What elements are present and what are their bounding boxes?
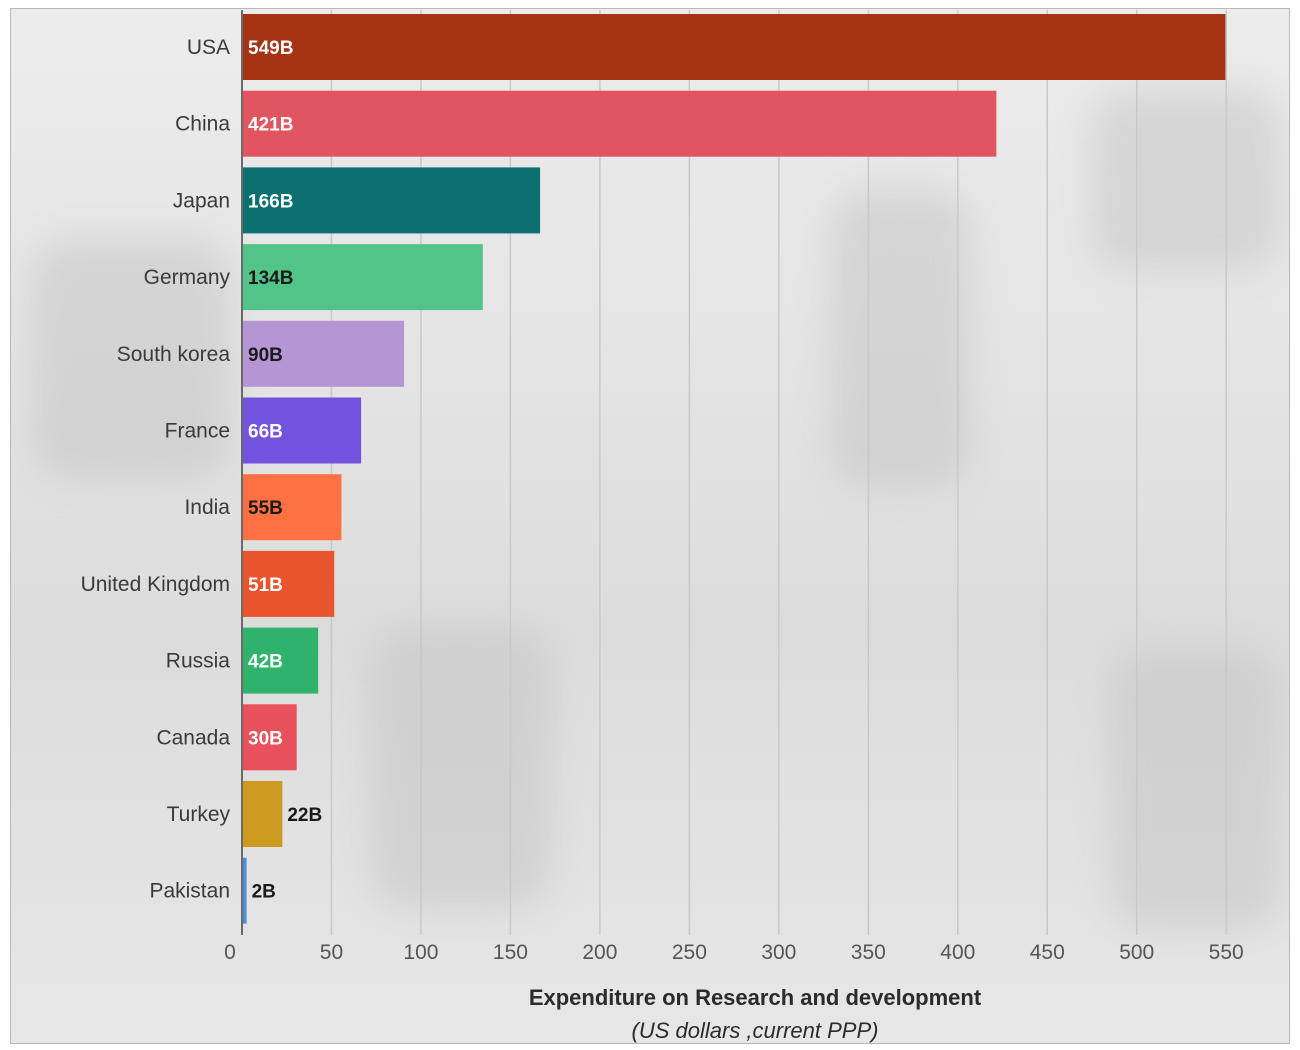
bar bbox=[243, 397, 362, 464]
category-label: Russia bbox=[166, 650, 231, 673]
category-label: France bbox=[165, 420, 230, 443]
x-tick-label: 100 bbox=[403, 941, 438, 964]
value-label: 421B bbox=[248, 115, 293, 136]
value-label: 51B bbox=[248, 575, 283, 596]
x-tick-label: 200 bbox=[582, 941, 617, 964]
value-label: 30B bbox=[248, 728, 283, 749]
bar bbox=[243, 550, 335, 617]
background-blob bbox=[31, 239, 231, 479]
x-tick-label: 300 bbox=[761, 941, 796, 964]
value-label: 2B bbox=[252, 882, 276, 903]
chart-frame bbox=[10, 8, 1290, 1044]
x-tick-label: 450 bbox=[1030, 941, 1065, 964]
x-tick-label: 250 bbox=[672, 941, 707, 964]
bars bbox=[243, 14, 1226, 924]
x-axis-label: Expenditure on Research and development bbox=[529, 985, 982, 1010]
x-tick-label: 550 bbox=[1209, 941, 1244, 964]
x-tick-labels: 0 50 100 150 200 250 300 350 400 450 500 550 bbox=[224, 941, 1244, 964]
x-tick-label: 350 bbox=[851, 941, 886, 964]
category-label: China bbox=[175, 113, 230, 136]
value-label: 549B bbox=[248, 38, 293, 59]
x-tick-label: 500 bbox=[1119, 941, 1154, 964]
value-labels: 549B 421B 166B 134B 90B 66B 55B 51B 42B 30B 22B 2B bbox=[248, 38, 322, 903]
value-label: 90B bbox=[248, 345, 283, 366]
category-label: Pakistan bbox=[149, 880, 230, 903]
bar bbox=[243, 14, 1226, 80]
value-label: 134B bbox=[248, 268, 293, 289]
x-tick-label: 0 bbox=[224, 941, 236, 964]
category-label: USA bbox=[187, 36, 230, 59]
category-label: India bbox=[184, 496, 230, 519]
value-label: 55B bbox=[248, 498, 283, 519]
bar bbox=[243, 704, 297, 771]
category-label: Japan bbox=[173, 189, 230, 212]
value-label: 166B bbox=[248, 191, 293, 212]
bar bbox=[243, 167, 541, 234]
category-label: Germany bbox=[144, 266, 231, 289]
gridlines bbox=[330, 10, 1227, 935]
value-label: 22B bbox=[287, 805, 322, 826]
category-label: South korea bbox=[117, 343, 231, 366]
category-label: United Kingdom bbox=[81, 573, 230, 596]
bar bbox=[243, 244, 483, 311]
category-labels: USA China Japan Germany South korea France Ind… bbox=[81, 36, 231, 903]
bar bbox=[243, 320, 405, 387]
value-label: 42B bbox=[248, 652, 283, 673]
background-blob bbox=[371, 629, 551, 909]
background-blob bbox=[831, 189, 971, 489]
bar bbox=[243, 857, 247, 924]
x-tick-label: 400 bbox=[940, 941, 975, 964]
category-label: Canada bbox=[156, 726, 230, 749]
bar bbox=[243, 627, 319, 694]
background-blob bbox=[1111, 649, 1281, 929]
x-tick-label: 50 bbox=[320, 941, 343, 964]
bar bbox=[243, 781, 283, 847]
bar bbox=[243, 474, 342, 541]
value-label: 66B bbox=[248, 422, 283, 443]
background-blob bbox=[1091, 89, 1281, 269]
category-label: Turkey bbox=[167, 803, 231, 826]
bar bbox=[243, 90, 997, 157]
x-axis-sublabel: (US dollars ,current PPP) bbox=[632, 1018, 879, 1043]
x-tick-label: 150 bbox=[493, 941, 528, 964]
